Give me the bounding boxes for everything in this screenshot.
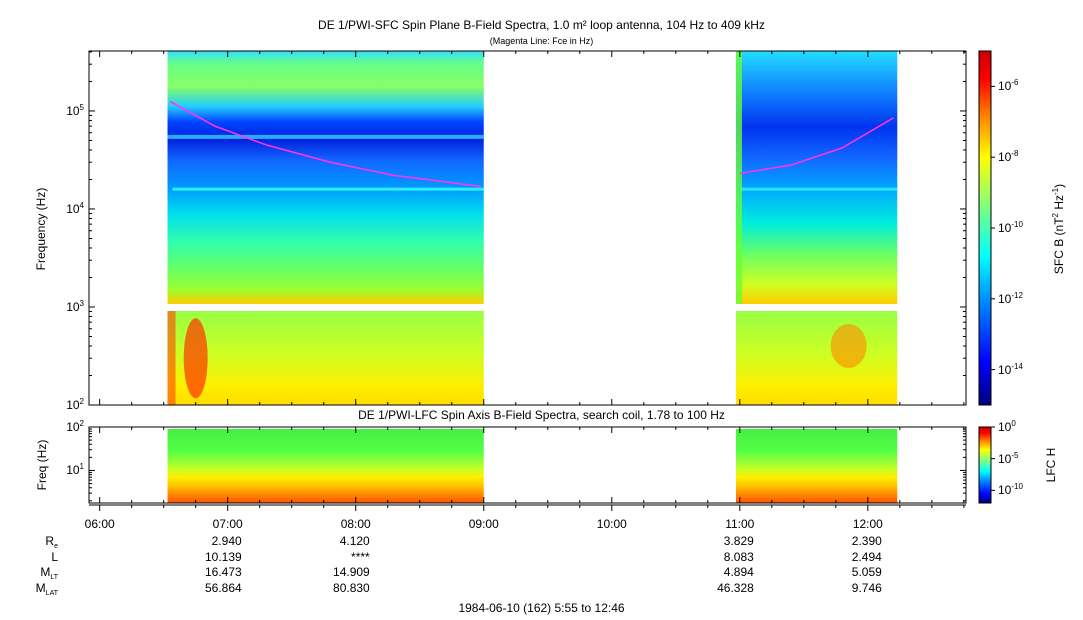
- ephemeris-value: 2.390: [851, 534, 882, 548]
- sfc-edge-strip: [735, 51, 742, 304]
- time-tick-label: 12:00: [852, 517, 883, 531]
- sfc-band-line: [740, 187, 898, 191]
- ephemeris-value: ****: [351, 549, 370, 564]
- sfc-ylabel: Frequency (Hz): [34, 187, 48, 271]
- lfc-ytick-label: 101: [66, 462, 84, 478]
- time-range-footer: 1984-06-10 (162) 5:55 to 12:46: [458, 601, 625, 615]
- ephemeris-value: 2.940: [211, 534, 242, 548]
- lfc-heat-block: [735, 429, 898, 503]
- sfc-plot-frame: [88, 50, 967, 406]
- ephemeris-value: 9.746: [851, 580, 882, 595]
- sfc-colorbar-tick-label: 10-14: [998, 361, 1023, 377]
- lfc-colorbar-tick-label: 100: [998, 419, 1016, 435]
- ephemeris-value: 3.829: [723, 534, 754, 548]
- chart-title: DE 1/PWI-SFC Spin Plane B-Field Spectra,…: [318, 18, 765, 32]
- fce-line: [739, 117, 894, 175]
- sfc-colorbar: [978, 50, 992, 406]
- ephemeris-value: 16.473: [204, 565, 242, 579]
- sfc-colorbar-tick-label: 10-10: [998, 220, 1023, 236]
- ephemeris-label: MLAT: [35, 580, 58, 597]
- sfc-hot-spot: [183, 318, 208, 399]
- time-tick-label: 09:00: [468, 517, 499, 531]
- sfc-colorbar-tick-label: 10-12: [998, 290, 1023, 306]
- time-tick-label: 10:00: [596, 517, 627, 531]
- fce-line: [169, 100, 482, 188]
- lfc-colorbar-label: LFC H: [1044, 447, 1058, 483]
- time-tick-label: 07:00: [212, 517, 243, 531]
- sfc-colorbar-tick-label: 10-8: [998, 149, 1019, 165]
- sfc-ytick-label: 104: [66, 200, 84, 216]
- ephemeris-label: Re: [45, 534, 58, 550]
- ephemeris-value: 5.059: [851, 565, 882, 579]
- lfc-ylabel: Freq (Hz): [35, 439, 49, 491]
- ephemeris-value: 4.120: [339, 534, 370, 548]
- sfc-colorbar-tick-label: 10-6: [998, 78, 1019, 94]
- sfc-ytick-label: 103: [66, 298, 84, 314]
- lfc-colorbar: [978, 426, 992, 504]
- time-tick-label: 06:00: [84, 517, 115, 531]
- sfc-heat-block-low: [735, 310, 898, 405]
- sfc-ytick-label: 105: [66, 102, 84, 118]
- ephemeris-value: 56.864: [204, 580, 242, 595]
- lfc-plot-frame: [88, 426, 967, 504]
- sfc-hot-spot: [830, 323, 867, 368]
- sfc-band-line: [167, 134, 484, 139]
- ephemeris-value: 4.894: [723, 565, 754, 579]
- lfc-colorbar-tick-label: 10-5: [998, 450, 1019, 466]
- ephemeris-label: MLT: [40, 565, 58, 581]
- time-tick-label: 11:00: [725, 517, 755, 531]
- sfc-heat-block: [167, 51, 484, 304]
- ephemeris-value: 14.909: [333, 565, 370, 579]
- lfc-colorbar-tick-label: 10-10: [998, 482, 1023, 498]
- ephemeris-value: 10.139: [204, 549, 242, 564]
- ephemeris-value: 80.830: [333, 580, 370, 595]
- ephemeris-value: 46.328: [717, 580, 754, 595]
- sfc-heat-block-low: [167, 310, 484, 405]
- sfc-ytick-label: 102: [66, 397, 84, 413]
- sfc-colorbar-label: SFC B (nT2 Hz-1): [1051, 183, 1066, 275]
- time-tick-label: 08:00: [340, 517, 371, 531]
- ephemeris-label: L: [51, 549, 58, 564]
- lfc-heat-block: [167, 429, 484, 503]
- ephemeris-value: 8.083: [723, 549, 754, 564]
- lfc-panel-title: DE 1/PWI-LFC Spin Axis B-Field Spectra, …: [358, 408, 725, 422]
- sfc-band-line: [172, 187, 484, 191]
- sfc-hot-edge: [167, 310, 176, 405]
- sfc-heat-block: [735, 51, 898, 304]
- lfc-ytick-label: 102: [66, 419, 84, 435]
- ephemeris-value: 2.494: [851, 549, 882, 564]
- chart-subtitle: (Magenta Line: Fce in Hz): [489, 36, 594, 46]
